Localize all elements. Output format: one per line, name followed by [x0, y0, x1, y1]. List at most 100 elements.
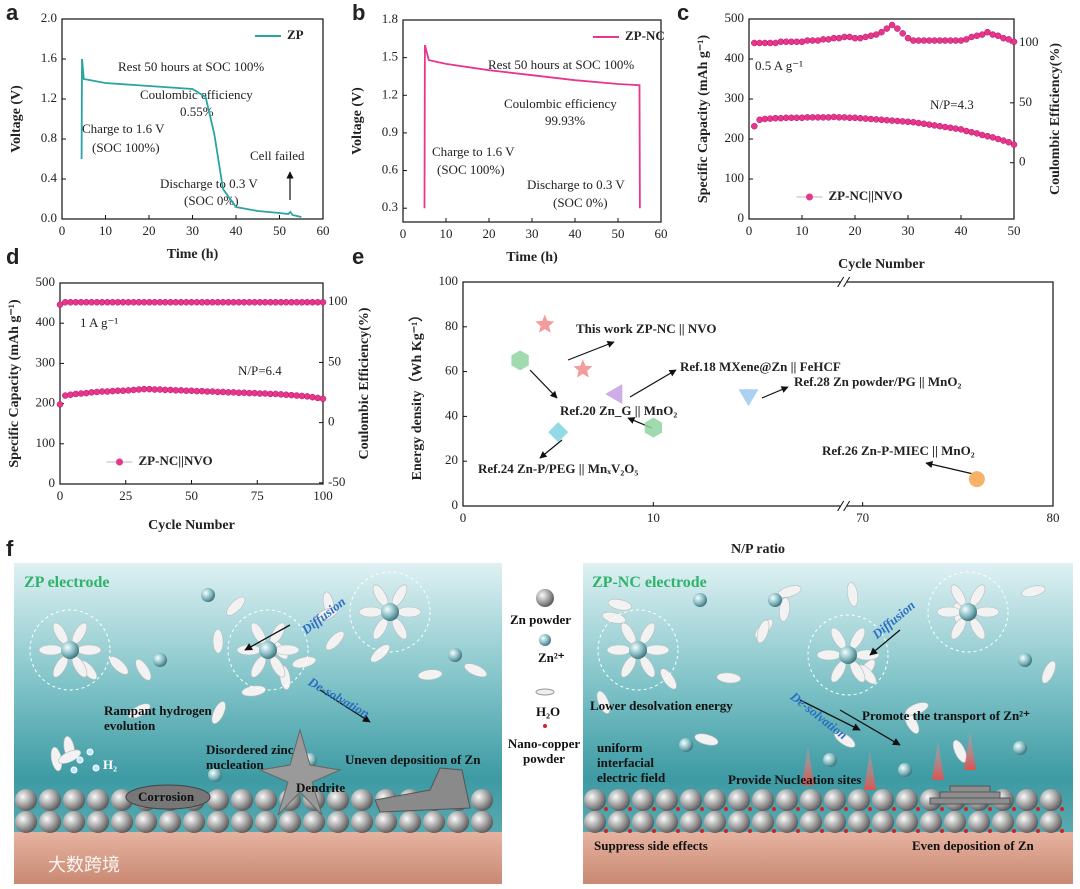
y2-axis-label: Coulombic Efficiency(%) — [1048, 43, 1063, 195]
point — [548, 422, 569, 443]
point — [846, 33, 853, 41]
zn-powder — [704, 811, 726, 833]
point — [535, 314, 555, 333]
panel-label: a — [6, 0, 19, 25]
legend-text: Zn powder — [510, 612, 572, 627]
schematic-label: Promote the transport of Zn²⁺ — [862, 708, 1030, 723]
zn-powder — [800, 789, 822, 811]
h2o — [779, 597, 790, 622]
y-tick-label: 0.8 — [41, 130, 57, 145]
x-tick-label: 40 — [230, 223, 243, 238]
point — [756, 116, 763, 124]
zn-ion — [153, 653, 167, 667]
x-tick-label: 0 — [460, 510, 467, 525]
point — [644, 417, 662, 438]
x-tick-label: 30 — [902, 223, 915, 238]
point — [1005, 36, 1012, 43]
h2o — [952, 739, 968, 763]
zn-ion — [1018, 653, 1032, 667]
nano-copper — [844, 829, 848, 833]
y-tick-label: 200 — [725, 130, 745, 145]
x-tick-label: 60 — [317, 223, 330, 238]
nano-copper — [868, 829, 872, 833]
y2-tick-label: 0 — [328, 414, 335, 429]
annotation: 1 A g⁻¹ — [80, 315, 118, 330]
zn-powder — [752, 811, 774, 833]
zn-ion — [381, 603, 399, 621]
nano-copper — [892, 807, 896, 811]
panel-title: ZP-NC electrode — [592, 574, 707, 591]
nucleation-site — [802, 745, 814, 785]
zn-powder — [39, 811, 61, 833]
nano-copper — [772, 807, 776, 811]
nano-copper — [820, 829, 824, 833]
zn-ion — [208, 768, 222, 782]
x-tick-label: 100 — [313, 488, 333, 503]
point — [978, 31, 986, 38]
h2-bubble — [92, 764, 100, 772]
axis-break — [843, 500, 851, 512]
h2o — [325, 630, 345, 651]
y-tick-label: 200 — [36, 395, 56, 410]
copper-substrate — [14, 832, 502, 884]
point-label: Ref.18 MXene@Zn || FeHCF — [680, 359, 841, 374]
nano-copper — [940, 829, 944, 833]
h2o — [109, 656, 129, 675]
x-tick-label: 75 — [251, 488, 264, 503]
y-tick-label: 0.4 — [41, 170, 58, 185]
zn-ion — [959, 603, 977, 621]
zn-ion — [201, 588, 215, 602]
series-line — [423, 44, 641, 209]
zn-ion — [448, 648, 462, 662]
y-tick-label: 300 — [36, 354, 56, 369]
schematic-label: Even deposition of Zn — [912, 838, 1034, 853]
nano-copper — [868, 807, 872, 811]
zn-powder — [1016, 811, 1038, 833]
solvation-shell — [227, 609, 309, 691]
zn-powder — [39, 789, 61, 811]
legend-zn-ion — [539, 634, 551, 646]
point — [319, 299, 327, 306]
y2-tick-label: 0 — [1019, 154, 1026, 169]
solvation-shell — [597, 609, 679, 691]
arrow — [839, 709, 901, 746]
h2-bubble — [70, 766, 78, 774]
zn-powder — [423, 811, 445, 833]
zn-ion — [839, 646, 857, 664]
schematic-label: Uneven deposition of Zn — [345, 752, 481, 767]
point — [1010, 141, 1018, 148]
annotation: Discharge to 0.3 V — [160, 176, 258, 191]
x-tick-label: 50 — [273, 223, 286, 238]
zn-powder — [1040, 789, 1062, 811]
y-axis-label: Specific Capacity (mAh g⁻¹) — [7, 299, 22, 468]
y-tick-label: 60 — [445, 363, 458, 378]
zn-powder — [1016, 789, 1038, 811]
nano-copper — [796, 807, 800, 811]
x-tick-label: 40 — [569, 226, 582, 241]
point — [1005, 138, 1012, 146]
point — [899, 30, 906, 37]
nano-copper — [1060, 807, 1064, 811]
h2o — [644, 644, 670, 656]
zn-powder — [15, 789, 37, 811]
nano-copper — [820, 807, 824, 811]
annotation: (SOC 0%) — [553, 195, 608, 210]
legend-marker — [806, 193, 813, 201]
panel-f-drawing — [14, 563, 1073, 884]
point — [56, 301, 64, 308]
arrow — [244, 624, 291, 651]
panel-label: d — [6, 244, 19, 269]
zn-powder — [111, 811, 133, 833]
legend-h2o — [535, 688, 555, 696]
h2o — [607, 598, 632, 611]
point — [963, 36, 970, 43]
nano-copper — [700, 829, 704, 833]
annotation: Rest 50 hours at SOC 100% — [488, 57, 634, 72]
y-tick-label: 80 — [445, 318, 458, 333]
h2o — [315, 607, 338, 622]
y2-tick-label: 50 — [328, 353, 341, 368]
y-tick-label: 1.6 — [41, 50, 58, 65]
zn-powder — [135, 811, 157, 833]
x-tick-label: 30 — [526, 226, 539, 241]
point — [867, 32, 875, 40]
